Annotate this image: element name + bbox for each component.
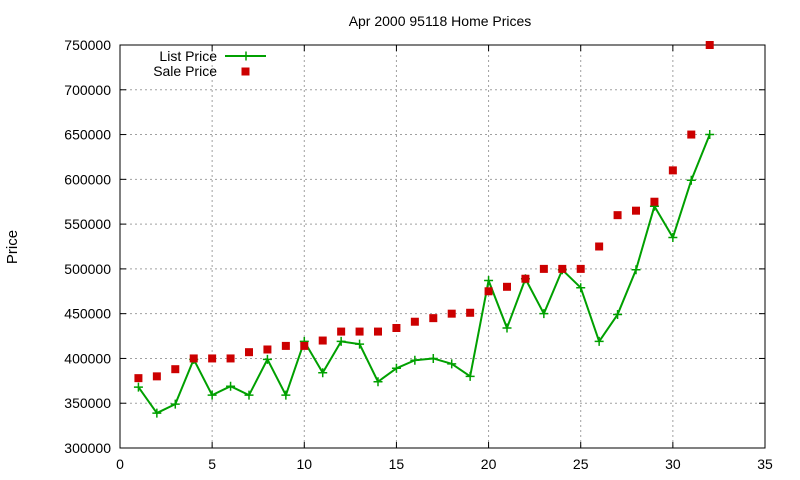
x-tick-label: 20 xyxy=(481,456,497,472)
y-tick-label: 350000 xyxy=(64,395,111,411)
list-price-point xyxy=(170,399,180,409)
list-price-point xyxy=(668,233,678,243)
x-tick-label: 15 xyxy=(389,456,405,472)
x-tick-label: 25 xyxy=(573,456,589,472)
sale-price-point xyxy=(558,264,567,273)
y-tick-label: 750000 xyxy=(64,37,111,53)
list-price-point xyxy=(465,371,475,381)
list-price-line xyxy=(137,134,711,415)
list-price-point xyxy=(502,323,512,333)
x-tick-label: 10 xyxy=(296,456,312,472)
sale-price-point xyxy=(171,365,180,374)
sale-price-point xyxy=(208,354,217,363)
y-tick-label: 700000 xyxy=(64,82,111,98)
sale-price-point xyxy=(337,327,346,336)
sale-price-point xyxy=(650,197,659,206)
sale-price-point xyxy=(134,374,143,383)
list-price-point xyxy=(318,368,328,378)
legend-label-sale-price: Sale Price xyxy=(153,63,217,79)
sale-price-point xyxy=(484,287,493,296)
sale-price-point xyxy=(447,309,456,318)
x-tick-label: 5 xyxy=(208,456,216,472)
list-price-point xyxy=(355,339,365,349)
list-price-point xyxy=(244,390,254,400)
data-series xyxy=(133,41,715,418)
list-price-point xyxy=(281,390,291,400)
sale-price-point xyxy=(503,282,511,291)
list-price-point xyxy=(447,359,457,369)
list-price-point xyxy=(428,353,438,363)
chart-title: Apr 2000 95118 Home Prices xyxy=(349,13,532,29)
sale-price-point xyxy=(152,372,161,381)
sale-price-point xyxy=(355,327,364,336)
sale-price-point xyxy=(576,264,585,273)
y-tick-label: 650000 xyxy=(64,127,111,143)
sale-price-point xyxy=(705,41,714,49)
sale-price-point xyxy=(410,317,419,326)
plot-border xyxy=(119,44,766,449)
sale-price-point xyxy=(226,354,235,363)
x-tick-label: 35 xyxy=(757,456,773,472)
sale-price-point xyxy=(300,341,309,350)
sale-price-point xyxy=(613,211,622,220)
list-price-point xyxy=(152,408,162,418)
sale-price-point xyxy=(189,354,198,363)
legend-marker-sale-price xyxy=(241,67,250,76)
list-price-point xyxy=(576,283,586,293)
list-price-point xyxy=(133,382,143,392)
y-tick-label: 500000 xyxy=(64,261,111,277)
sale-price-point xyxy=(429,314,438,323)
sale-price-point xyxy=(263,345,272,354)
y-tick-label: 600000 xyxy=(64,171,111,187)
x-tick-label: 0 xyxy=(116,456,124,472)
sale-price-point xyxy=(392,323,401,332)
list-price-point xyxy=(594,336,604,346)
y-axis-label: Price xyxy=(4,230,21,264)
list-price-point xyxy=(484,276,494,286)
sale-price-point xyxy=(466,308,475,317)
axis-ticks: 300000 350000 400000 450000 500000 550000 6000… xyxy=(64,37,773,472)
legend-label-list-price: List Price xyxy=(159,48,217,64)
sale-price-point xyxy=(521,274,530,283)
sale-price-point xyxy=(632,206,640,215)
sale-price-point xyxy=(281,341,290,350)
list-price-point xyxy=(373,377,383,387)
list-price-point xyxy=(613,310,623,320)
list-price-point xyxy=(226,381,236,391)
sale-price-point xyxy=(687,130,696,139)
list-price-point xyxy=(539,309,549,319)
y-tick-label: 300000 xyxy=(64,440,111,456)
list-price-point xyxy=(391,363,401,373)
list-price-point xyxy=(631,265,641,275)
sale-price-point xyxy=(668,166,677,175)
x-tick-label: 30 xyxy=(665,456,681,472)
sale-price-point xyxy=(539,264,548,273)
y-tick-label: 550000 xyxy=(64,216,111,232)
list-price-point xyxy=(262,354,272,364)
sale-price-point xyxy=(595,242,604,251)
list-price-point xyxy=(686,175,696,185)
sale-price-point xyxy=(318,336,327,345)
sale-price-point xyxy=(374,327,382,336)
sale-price-point xyxy=(245,348,253,357)
list-price-point xyxy=(336,336,346,346)
list-price-point xyxy=(705,130,715,140)
y-tick-label: 400000 xyxy=(64,350,111,366)
list-price-point xyxy=(207,390,217,400)
legend: List Price Sale Price xyxy=(153,48,266,79)
grid-lines xyxy=(120,45,765,448)
legend-marker-list-price xyxy=(241,51,251,61)
y-tick-label: 450000 xyxy=(64,306,111,322)
list-price-point xyxy=(410,355,420,365)
